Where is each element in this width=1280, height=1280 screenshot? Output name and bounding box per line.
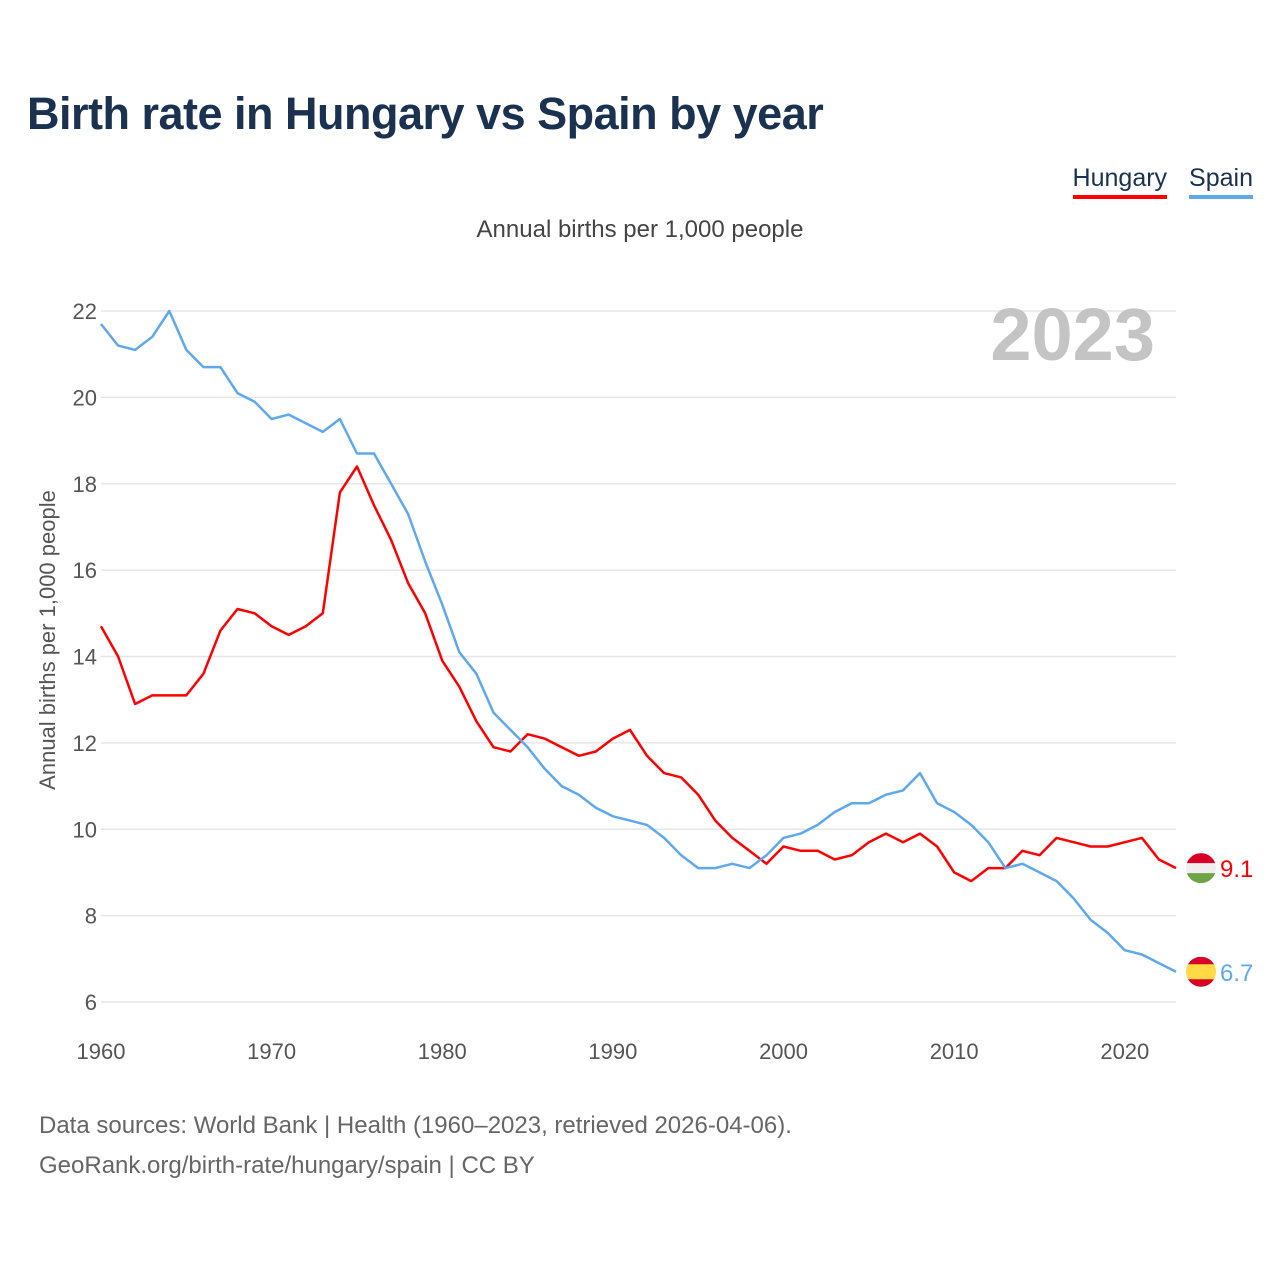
x-tick-label: 1990 xyxy=(588,1039,637,1064)
series-line-spain xyxy=(100,309,1177,973)
spain-flag-icon xyxy=(1186,956,1216,987)
x-tick-label: 2010 xyxy=(930,1039,979,1064)
legend-hungary[interactable]: Hungary xyxy=(1072,164,1168,199)
end-value-label-spain: 6.7 xyxy=(1220,960,1253,987)
x-tick-label: 2000 xyxy=(759,1039,808,1064)
chart-subtitle: Annual births per 1,000 people xyxy=(476,216,804,243)
y-axis-label: Annual births per 1,000 people xyxy=(35,490,60,790)
y-tick-label: 14 xyxy=(73,645,97,670)
end-value-label-hungary: 9.1 xyxy=(1220,856,1253,883)
y-tick-label: 12 xyxy=(73,731,97,756)
footer: Data sources: World Bank | Health (1960–… xyxy=(39,1106,792,1186)
legend: Hungary Spain xyxy=(1072,164,1253,199)
source-link[interactable]: GeoRank.org/birth-rate/hungary/spain | C… xyxy=(39,1152,535,1179)
series-line-hungary xyxy=(99,465,1177,883)
x-tick-label: 2020 xyxy=(1100,1039,1149,1064)
y-tick-label: 6 xyxy=(85,990,97,1015)
x-tick-label: 1960 xyxy=(77,1039,126,1064)
y-tick-label: 20 xyxy=(73,385,97,410)
current-year-label: 2023 xyxy=(990,293,1155,376)
y-tick-label: 16 xyxy=(73,558,97,583)
y-tick-label: 18 xyxy=(73,472,97,497)
y-tick-label: 8 xyxy=(85,904,97,929)
x-tick-label: 1980 xyxy=(418,1039,467,1064)
x-tick-label: 1970 xyxy=(247,1039,296,1064)
chart-title: Birth rate in Hungary vs Spain by year xyxy=(27,88,824,139)
legend-spain[interactable]: Spain xyxy=(1189,164,1253,199)
y-tick-label: 22 xyxy=(73,299,97,324)
y-tick-label: 10 xyxy=(73,817,97,842)
hungary-flag-icon xyxy=(1186,853,1216,884)
data-source: Data sources: World Bank | Health (1960–… xyxy=(39,1112,792,1139)
